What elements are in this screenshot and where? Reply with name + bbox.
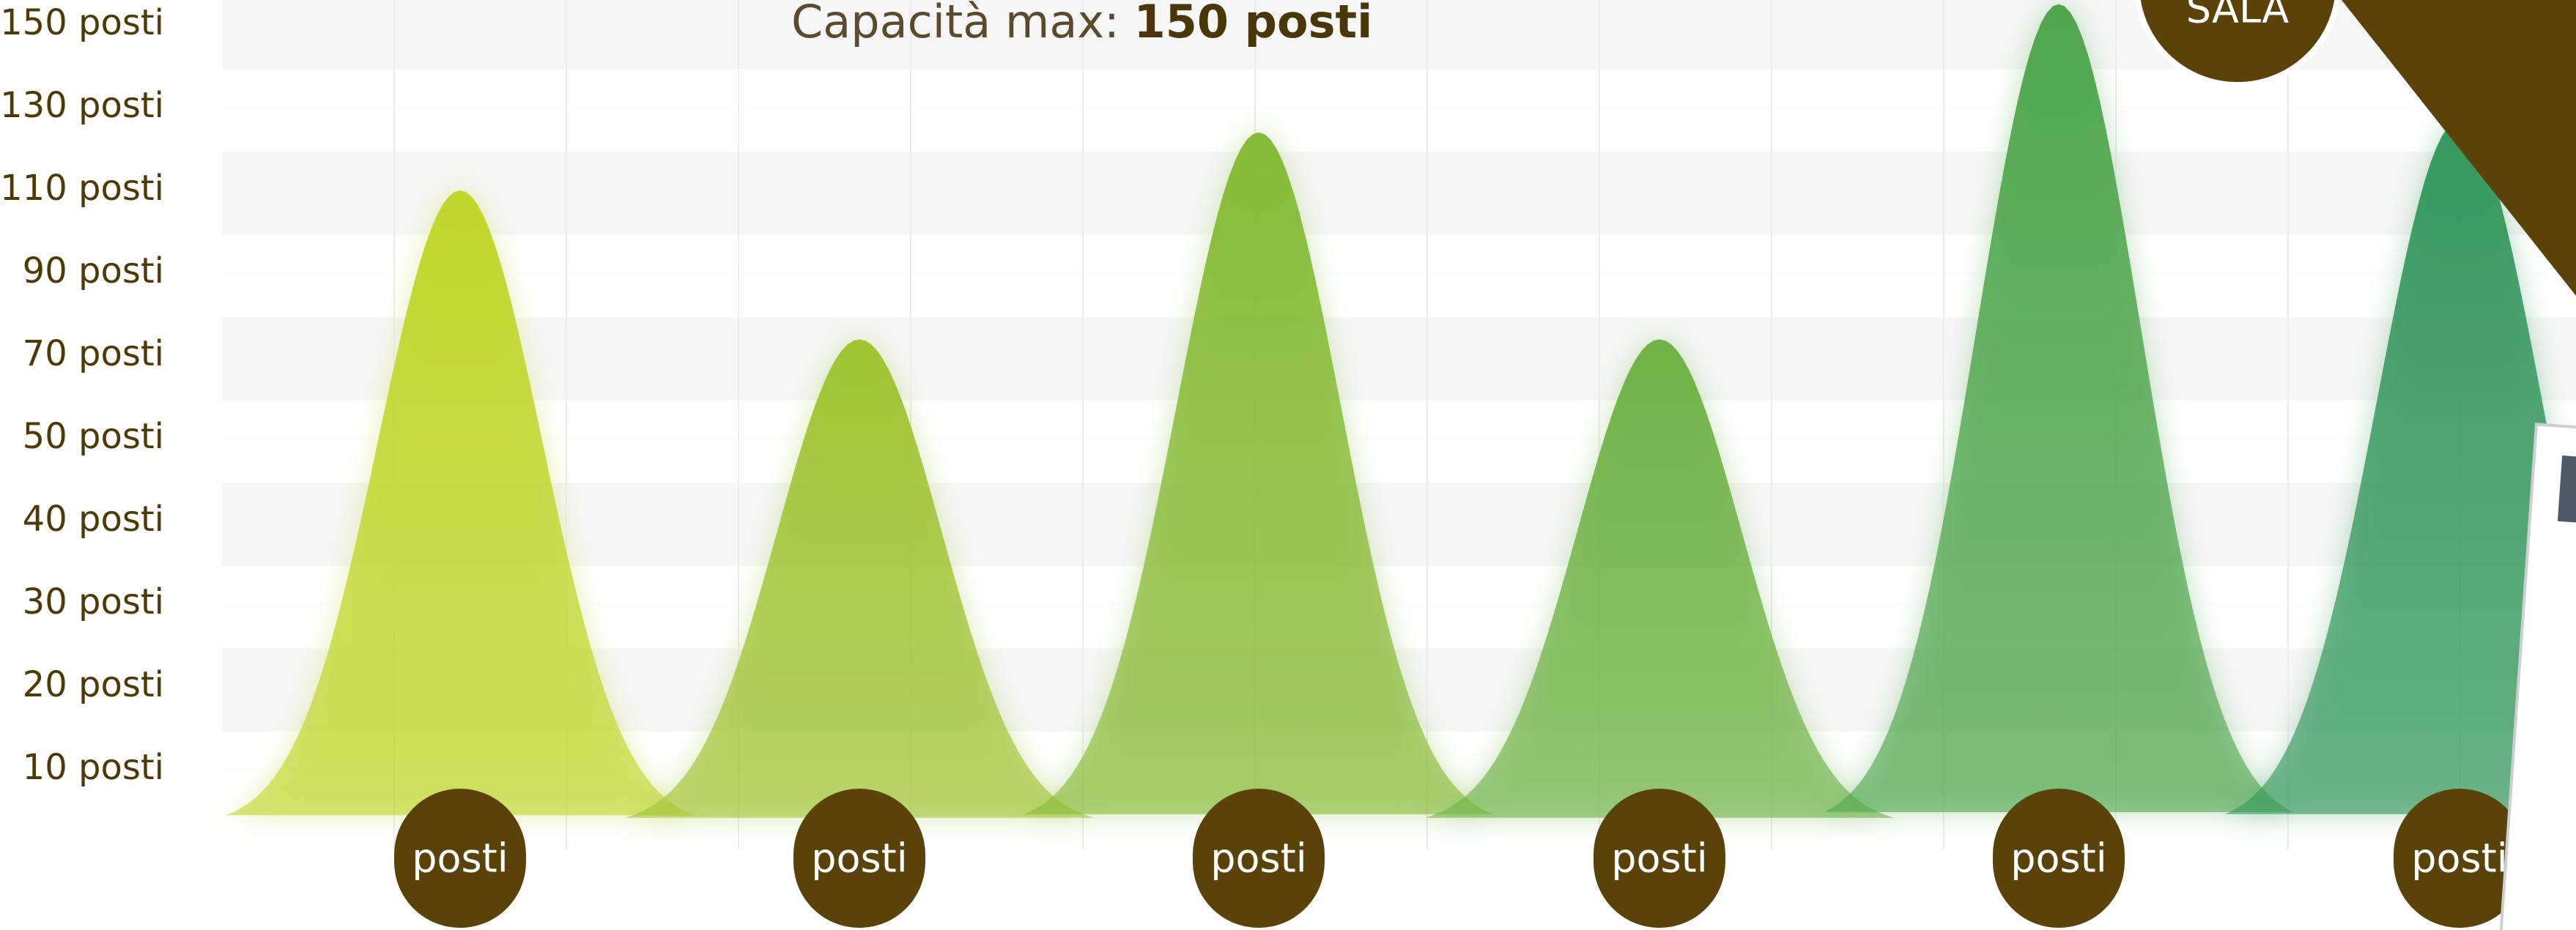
category-label: posti bbox=[1611, 836, 1708, 882]
category-label: posti bbox=[2010, 836, 2107, 882]
y-tick-label: 30 posti bbox=[23, 581, 164, 622]
y-tick-label: 50 posti bbox=[23, 416, 164, 457]
sala-badge-text: SALA bbox=[2186, 0, 2290, 32]
bell bbox=[1425, 339, 1894, 817]
y-tick-label: 20 posti bbox=[23, 664, 164, 705]
grid-band bbox=[222, 318, 2576, 401]
category-label: posti bbox=[811, 836, 908, 882]
title-emphasis: 150 posti bbox=[1134, 0, 1373, 48]
title-prefix: Capacità max: bbox=[791, 0, 1119, 48]
y-tick-label: 10 posti bbox=[23, 747, 164, 788]
y-tick-label: 70 posti bbox=[23, 333, 164, 374]
grid-band bbox=[222, 483, 2576, 566]
y-tick-label: 130 posti bbox=[0, 85, 164, 126]
grid-band bbox=[222, 152, 2576, 235]
bell bbox=[625, 339, 1094, 817]
chart-title: Capacità max: 150 posti bbox=[791, 0, 1372, 48]
y-tick-label: 90 posti bbox=[23, 250, 164, 291]
y-tick-label: 150 posti bbox=[0, 2, 164, 43]
category-label: posti bbox=[1210, 836, 1307, 882]
chart: 150 posti 130 posti 110 posti 90 posti 70 po… bbox=[0, 0, 2576, 930]
y-tick-label: 110 posti bbox=[0, 168, 164, 209]
category-label: posti bbox=[412, 836, 508, 882]
category-label: posti bbox=[2411, 836, 2508, 882]
page: {"chart_data": { "type": "bell", "title_… bbox=[0, 0, 2576, 930]
y-tick-label: 40 posti bbox=[23, 499, 164, 540]
